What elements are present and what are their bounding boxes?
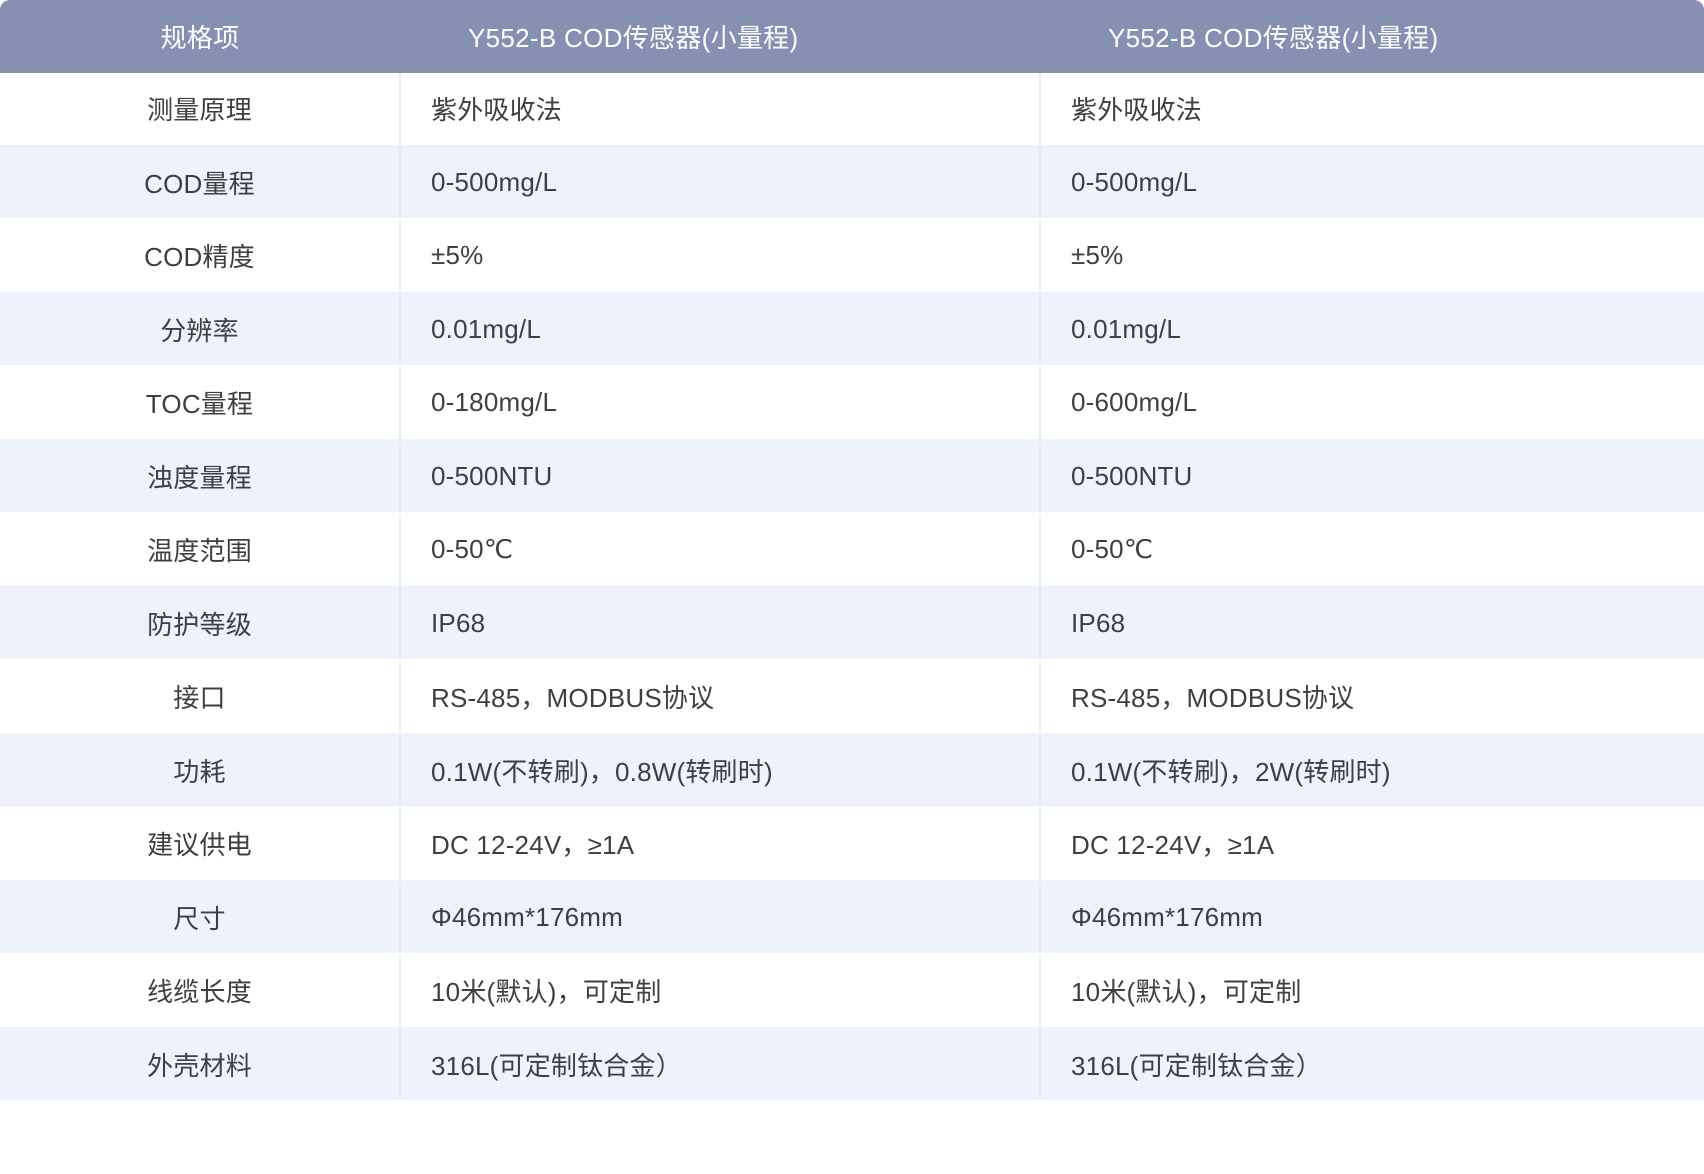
cell-product-2-value: Φ46mm*176mm	[1040, 880, 1704, 955]
column-header-spec-item: 规格项	[160, 23, 240, 53]
table-row: 线缆长度 10米(默认)，可定制 10米(默认)，可定制	[0, 954, 1704, 1029]
cell-product-2-value: DC 12-24V，≥1A	[1040, 807, 1704, 882]
table-row: COD量程 0-500mg/L 0-500mg/L	[0, 145, 1704, 220]
cell-product-2-value: 0-500mg/L	[1040, 145, 1704, 220]
cell-product-2-value: 0-600mg/L	[1040, 366, 1704, 441]
cell-product-2-value: 0-50℃	[1040, 513, 1704, 588]
column-header-product-1: Y552-B COD传感器(小量程)	[468, 23, 799, 53]
cell-product-2-value: 316L(可定制钛合金）	[1040, 1027, 1704, 1102]
cell-product-2-value: IP68	[1040, 586, 1704, 661]
cell-spec-item: 尺寸	[0, 880, 401, 955]
cell-spec-item: 建议供电	[0, 807, 401, 882]
cell-product-1-value: 0-500NTU	[400, 439, 1041, 514]
cell-product-2-value: 10米(默认)，可定制	[1040, 954, 1704, 1029]
column-header-product-2: Y552-B COD传感器(小量程)	[1108, 23, 1439, 53]
table-row: 温度范围 0-50℃ 0-50℃	[0, 513, 1704, 588]
cell-spec-item: 分辨率	[0, 292, 401, 367]
cell-product-1-value: 0.01mg/L	[400, 292, 1041, 367]
table-row: COD精度 ±5% ±5%	[0, 219, 1704, 294]
table-row: 测量原理 紫外吸收法 紫外吸收法	[0, 73, 1704, 147]
cell-spec-item: 线缆长度	[0, 954, 401, 1029]
specification-table: 规格项 Y552-B COD传感器(小量程) Y552-B COD传感器(小量程…	[0, 0, 1704, 1102]
cell-product-2-value: 0.1W(不转刷)，2W(转刷时)	[1040, 733, 1704, 808]
cell-product-1-value: 316L(可定制钛合金）	[400, 1027, 1041, 1102]
cell-product-1-value: 0-50℃	[400, 513, 1041, 588]
cell-spec-item: COD精度	[0, 219, 401, 294]
cell-product-2-value: 紫外吸收法	[1040, 73, 1704, 147]
cell-product-1-value: 0.1W(不转刷)，0.8W(转刷时)	[400, 733, 1041, 808]
table-row: 接口 RS-485，MODBUS协议 RS-485，MODBUS协议	[0, 660, 1704, 735]
cell-product-1-value: 紫外吸收法	[400, 73, 1041, 147]
cell-product-1-value: Φ46mm*176mm	[400, 880, 1041, 955]
table-row: 建议供电 DC 12-24V，≥1A DC 12-24V，≥1A	[0, 807, 1704, 882]
table-row: 分辨率 0.01mg/L 0.01mg/L	[0, 292, 1704, 367]
cell-product-1-value: IP68	[400, 586, 1041, 661]
table-row: 外壳材料 316L(可定制钛合金） 316L(可定制钛合金）	[0, 1027, 1704, 1102]
table-row: 功耗 0.1W(不转刷)，0.8W(转刷时) 0.1W(不转刷)，2W(转刷时)	[0, 733, 1704, 808]
cell-spec-item: 防护等级	[0, 586, 401, 661]
cell-product-1-value: DC 12-24V，≥1A	[400, 807, 1041, 882]
cell-spec-item: TOC量程	[0, 366, 401, 441]
table-row: 浊度量程 0-500NTU 0-500NTU	[0, 439, 1704, 514]
table-row: 尺寸 Φ46mm*176mm Φ46mm*176mm	[0, 880, 1704, 955]
cell-product-2-value: 0-500NTU	[1040, 439, 1704, 514]
cell-product-2-value: 0.01mg/L	[1040, 292, 1704, 367]
cell-spec-item: 测量原理	[0, 73, 401, 147]
cell-spec-item: 接口	[0, 660, 401, 735]
cell-product-2-value: RS-485，MODBUS协议	[1040, 660, 1704, 735]
cell-product-1-value: 10米(默认)，可定制	[400, 954, 1041, 1029]
cell-spec-item: 浊度量程	[0, 439, 401, 514]
cell-spec-item: COD量程	[0, 145, 401, 220]
table-row: 防护等级 IP68 IP68	[0, 586, 1704, 661]
cell-spec-item: 温度范围	[0, 513, 401, 588]
cell-product-1-value: 0-180mg/L	[400, 366, 1041, 441]
header-row: 规格项 Y552-B COD传感器(小量程) Y552-B COD传感器(小量程…	[0, 0, 1704, 73]
table-body: 测量原理 紫外吸收法 紫外吸收法 COD量程 0-500mg/L 0-500mg/L COD…	[0, 73, 1704, 1102]
cell-spec-item: 外壳材料	[0, 1027, 401, 1102]
cell-product-2-value: ±5%	[1040, 219, 1704, 294]
cell-product-1-value: RS-485，MODBUS协议	[400, 660, 1041, 735]
cell-product-1-value: 0-500mg/L	[400, 145, 1041, 220]
table-header: 规格项 Y552-B COD传感器(小量程) Y552-B COD传感器(小量程…	[0, 0, 1704, 73]
cell-spec-item: 功耗	[0, 733, 401, 808]
cell-product-1-value: ±5%	[400, 219, 1041, 294]
table-row: TOC量程 0-180mg/L 0-600mg/L	[0, 366, 1704, 441]
